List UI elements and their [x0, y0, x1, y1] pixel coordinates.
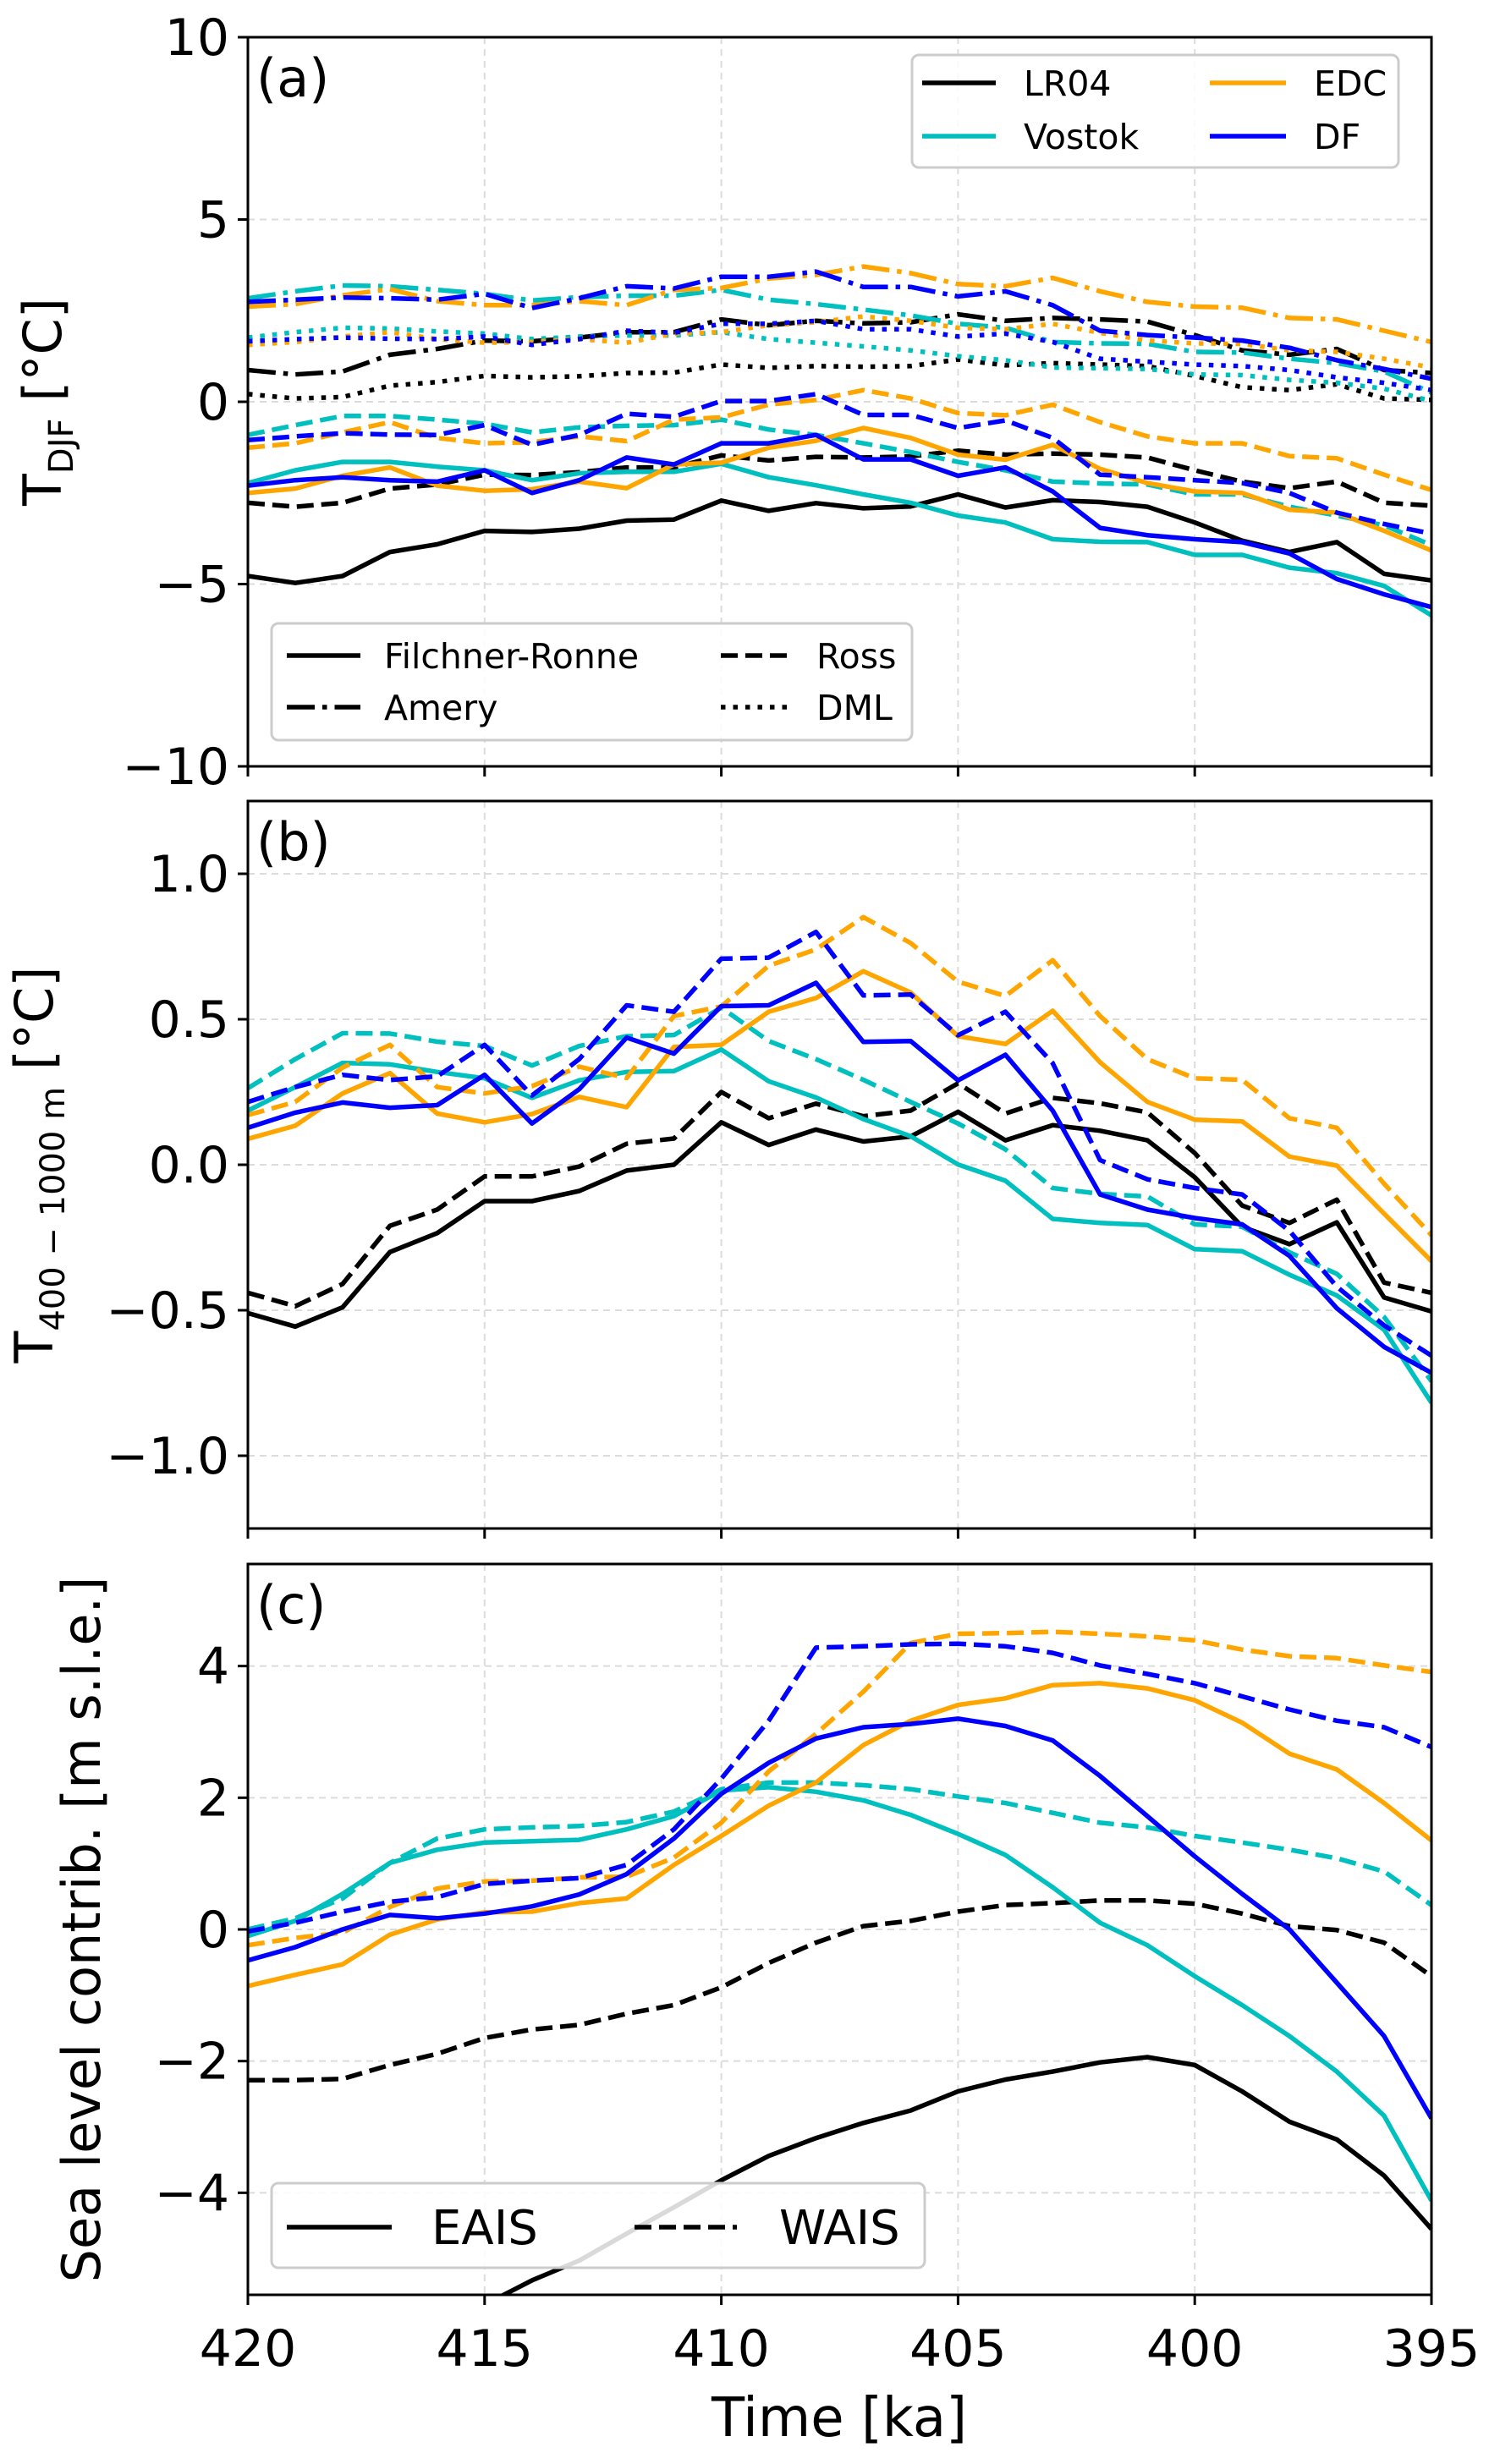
y-tick-label: −10	[122, 738, 229, 797]
x-tick-label: 410	[673, 2319, 770, 2379]
series-line-df-dml	[248, 318, 1431, 392]
series-line-edc-solid	[248, 969, 1431, 1263]
y-axis-label: T400 − 1000 m [°C]	[3, 966, 73, 1364]
series-line-df-filchner-ronne	[248, 432, 1431, 610]
series-line-edc-wais	[248, 1629, 1431, 1948]
legend-label: EDC	[1314, 63, 1387, 104]
series-line-lr04-dml	[248, 357, 1431, 403]
series-line-lr04-filchner-ronne	[248, 491, 1431, 585]
series-line-lr04-wais	[248, 1898, 1431, 2083]
series-line-df-wais	[248, 1641, 1431, 1934]
y-axis-label-subscript: 400 − 1000 m	[34, 1087, 73, 1331]
y-tick-label: 0.0	[149, 1136, 229, 1195]
legend-bottom-left: EAIS WAIS	[270, 2181, 926, 2269]
legend-box	[270, 2181, 926, 2269]
panel-label: (b)	[256, 811, 331, 873]
series-line-lr04-eais	[498, 2055, 1431, 2295]
legend-box	[270, 622, 914, 742]
x-axis-label: Time [ka]	[711, 2387, 967, 2450]
series-line-df-eais	[248, 1716, 1431, 2120]
y-tick-label: −1.0	[106, 1427, 229, 1486]
y-axis-label-main: Sea level contrib. [m s.l.e.]	[51, 1577, 113, 2283]
series-group	[248, 914, 1431, 1404]
y-axis-label-main: T	[3, 1331, 65, 1364]
series-line-df-dashed	[248, 930, 1431, 1358]
y-tick-label: −0.5	[106, 1281, 229, 1341]
series-line-df-amery	[248, 269, 1431, 381]
y-axis-label: Sea level contrib. [m s.l.e.]	[51, 1577, 113, 2283]
series-line-vostok-amery	[248, 283, 1431, 395]
panel-label: (a)	[256, 47, 329, 109]
series-line-edc-ross	[248, 387, 1431, 492]
legend-label: Vostok	[1024, 117, 1139, 157]
series-line-vostok-filchner-ronne	[248, 459, 1431, 617]
legend-label: EAIS	[431, 2201, 538, 2256]
y-tick-label: 5	[197, 191, 229, 250]
y-tick-label: −5	[155, 556, 229, 615]
y-tick-label: −2	[155, 2033, 229, 2092]
y-tick-label: 0	[197, 1901, 229, 1960]
series-line-vostok-eais	[248, 1785, 1431, 2203]
series-line-lr04-solid	[248, 1109, 1431, 1330]
series-line-vostok-dashed	[248, 1005, 1431, 1383]
legend-top-right: LR04 EDC Vostok DF	[910, 53, 1400, 169]
y-axis-label: TDJF [°C]	[12, 298, 81, 507]
legend-label: LR04	[1024, 63, 1112, 104]
y-tick-label: 2	[197, 1769, 229, 1828]
panel-a: 10 5 0 −5 −10 (a) TDJF [°C] LR04 EDC Vostok DF Filc…	[12, 8, 1433, 797]
x-tick-label: 415	[437, 2319, 534, 2379]
series-group	[248, 1629, 1431, 2295]
legend-label: Amery	[384, 688, 497, 728]
x-tick-label: 405	[909, 2319, 1007, 2379]
y-axis-label-unit: [°C]	[3, 966, 65, 1086]
legend-label: DF	[1314, 117, 1360, 157]
series-line-df-ross	[248, 392, 1431, 536]
y-tick-label: −4	[155, 2164, 229, 2223]
legend-label: Ross	[816, 636, 896, 677]
series-group	[248, 264, 1431, 617]
legend-label: Filchner-Ronne	[384, 636, 639, 677]
x-tick-label: 420	[200, 2319, 297, 2379]
series-line-lr04-amery	[248, 311, 1431, 377]
series-line-edc-amery	[248, 264, 1431, 344]
y-axis-label-main: T	[12, 473, 74, 507]
x-tick-label: 400	[1146, 2319, 1244, 2379]
y-tick-label: 1.0	[149, 845, 229, 904]
panel-b: 1.0 0.5 0.0 −0.5 −1.0 (b) T400 − 1000 m [°C]	[3, 799, 1433, 1539]
legend-bottom-left: Filchner-Ronne Ross Amery DML	[270, 622, 914, 742]
y-tick-label: 10	[165, 8, 229, 68]
y-tick-label: 0	[197, 373, 229, 432]
series-line-vostok-wais	[248, 1780, 1431, 1932]
x-tick-label: 395	[1383, 2319, 1481, 2379]
y-tick-label: 4	[197, 1638, 229, 1697]
series-line-edc-dashed	[248, 914, 1431, 1237]
series-line-lr04-ross	[248, 448, 1431, 509]
legend-label: DML	[816, 688, 893, 728]
y-axis-label-subscript: DJF	[42, 418, 81, 474]
series-line-edc-filchner-ronne	[248, 425, 1431, 553]
legend-label: WAIS	[779, 2201, 900, 2256]
panel-label: (c)	[256, 1574, 326, 1636]
series-line-vostok-dml	[248, 325, 1431, 403]
series-line-df-solid	[248, 980, 1431, 1375]
y-axis-label-unit: [°C]	[12, 298, 74, 418]
y-tick-label: 0.5	[149, 991, 229, 1050]
